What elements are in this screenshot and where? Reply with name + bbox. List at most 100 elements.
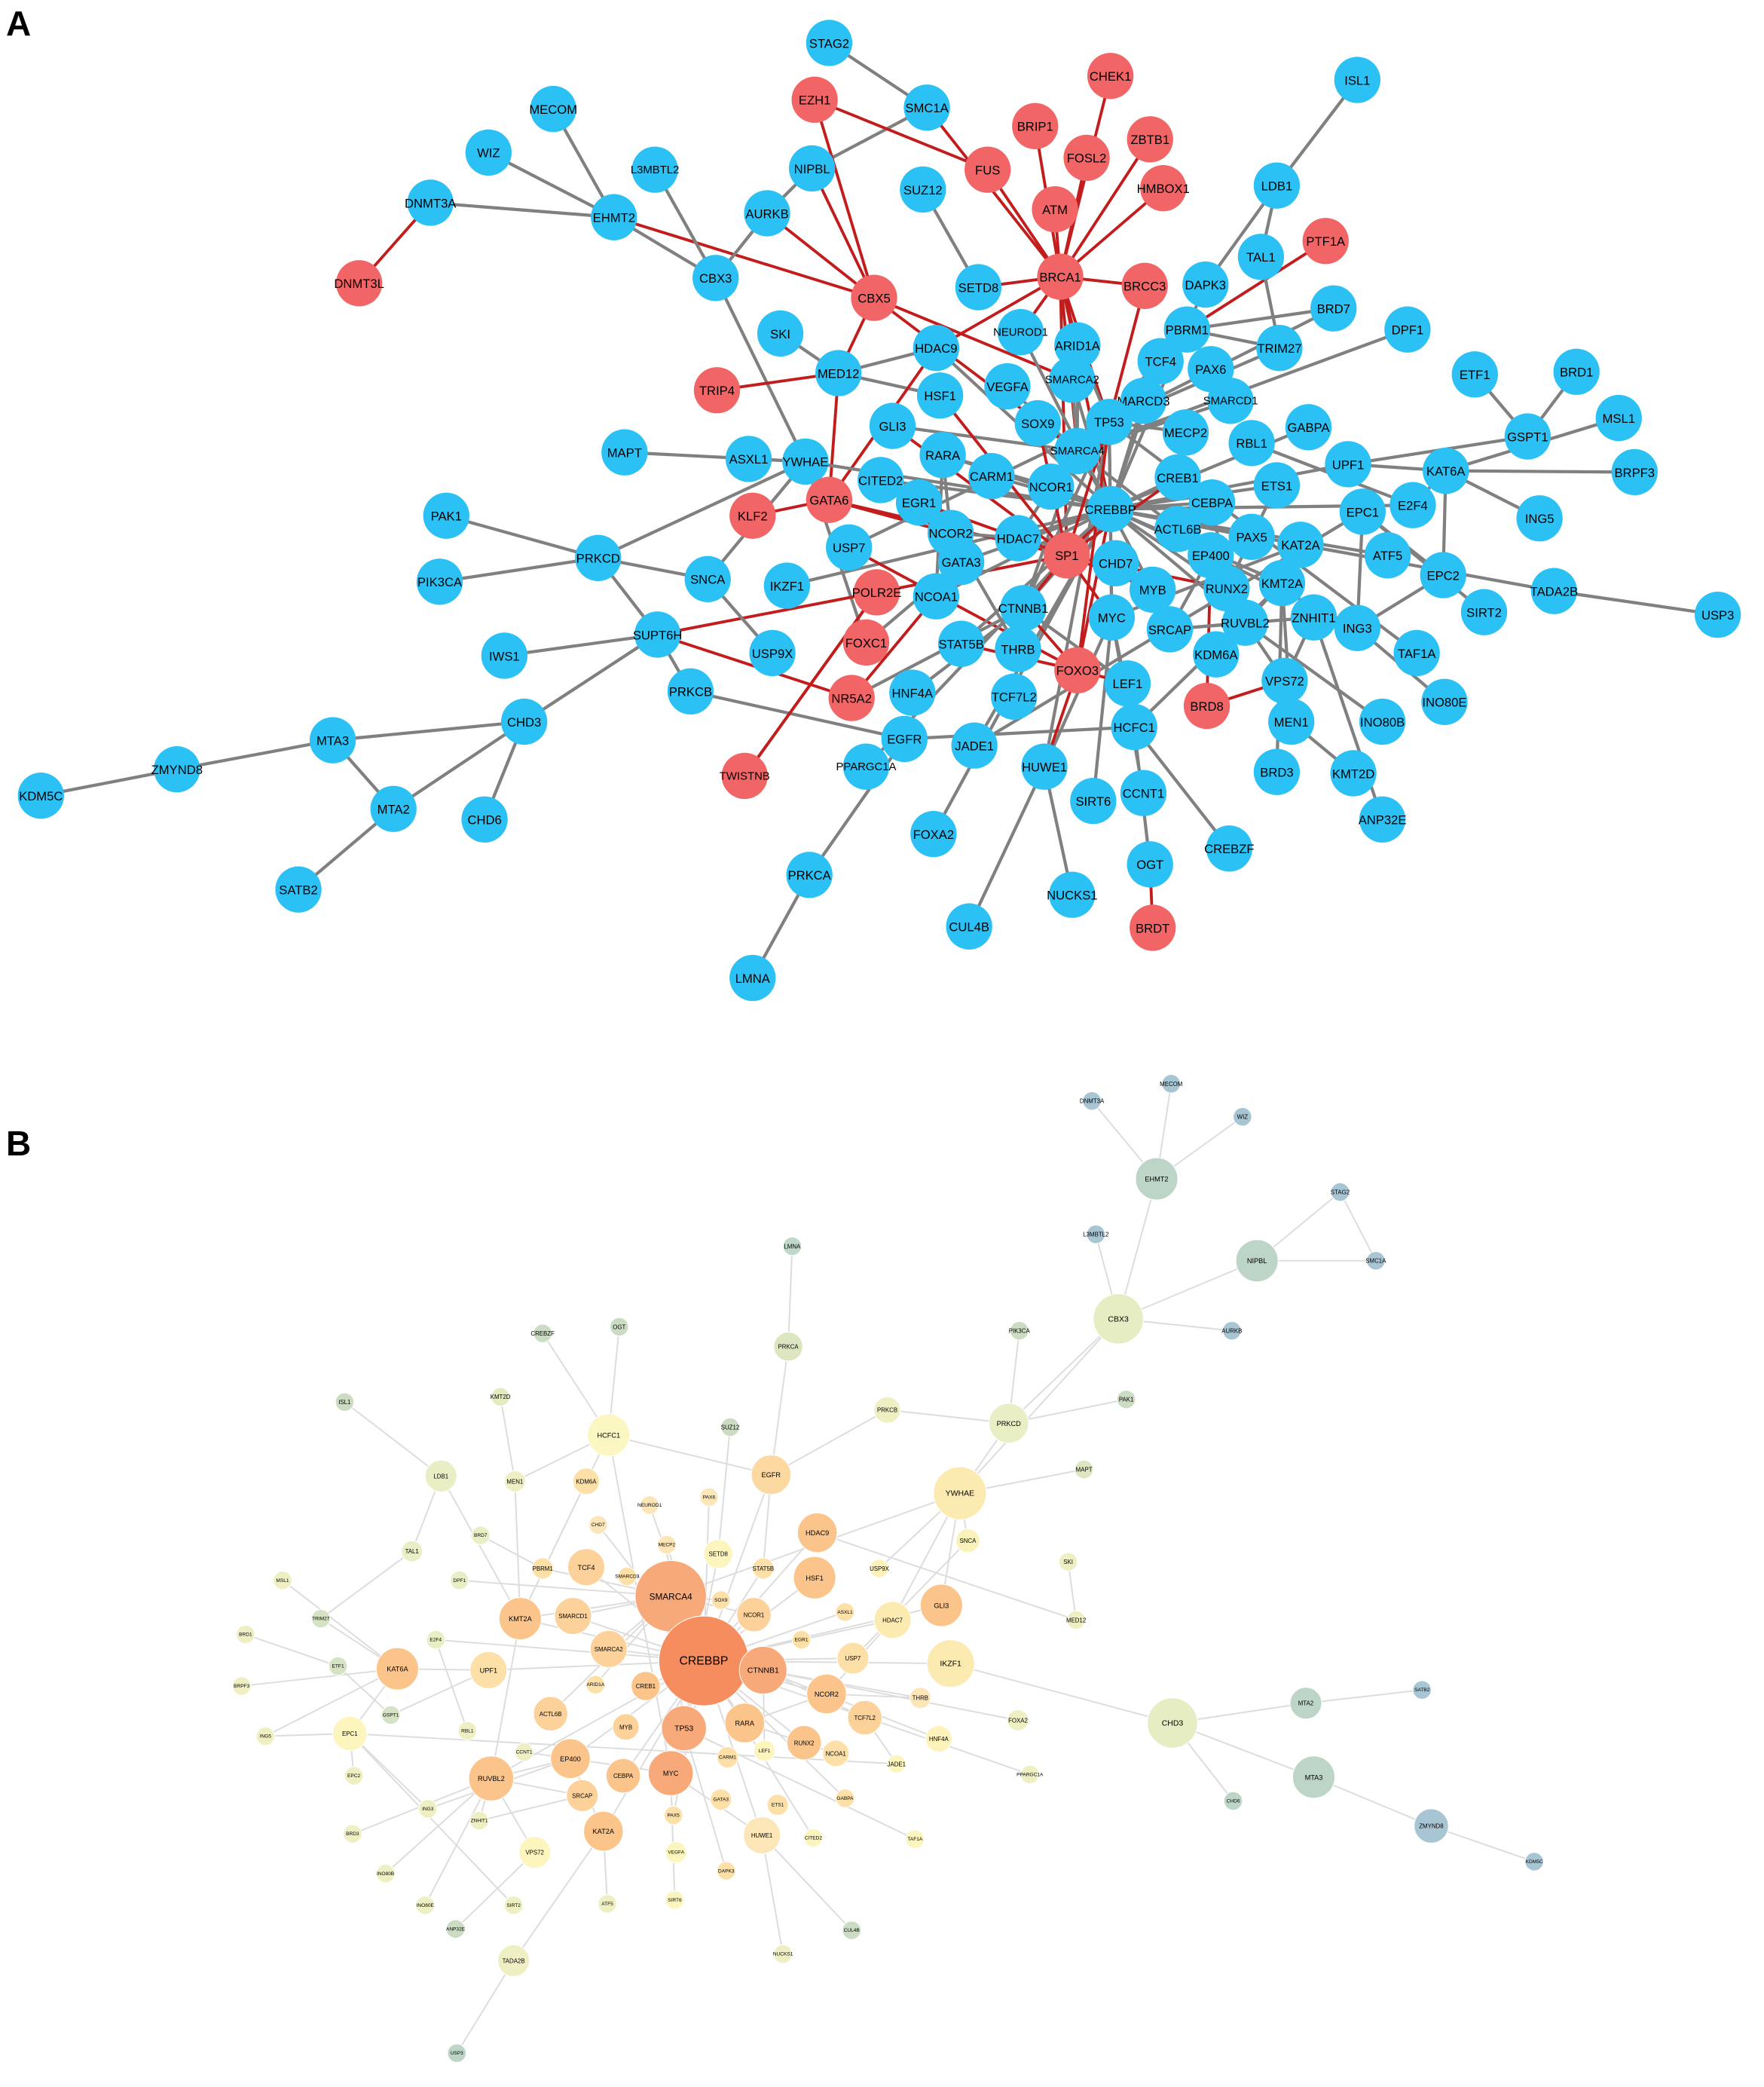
node-circle xyxy=(853,569,900,616)
node-mta3: MTA3 xyxy=(1292,1755,1336,1799)
node-label: KAT6A xyxy=(1426,464,1466,479)
node-pik3ca: PIK3CA xyxy=(416,558,463,605)
node-circle xyxy=(1054,427,1101,475)
node-carm1: CARM1 xyxy=(968,452,1015,500)
node-label: CTNNB1 xyxy=(747,1666,779,1675)
node-label: GATA6 xyxy=(809,494,848,508)
node-label: RARA xyxy=(925,448,961,463)
node-label: SMC1A xyxy=(1365,1258,1386,1265)
node-crebbp: CREBBP xyxy=(658,1615,750,1706)
node-circle xyxy=(471,1525,491,1545)
nodes-b: DNMT3A MECOM WIZ EHMT2 STAG2 L3MBTL2 NIPBL SMC1… xyxy=(231,1074,1544,2063)
node-sirt2: SIRT2 xyxy=(1460,589,1508,635)
edge-ikzf1-chd3 xyxy=(950,1663,1173,1724)
node-circle xyxy=(533,1696,568,1732)
node-mecp2: MECP2 xyxy=(657,1535,677,1555)
node-circle xyxy=(699,1487,719,1507)
node-suz12: SUZ12 xyxy=(900,166,946,213)
edge-kmt2a-men1 xyxy=(514,1481,521,1619)
edge-pbrm1-brd7 xyxy=(1186,307,1334,332)
node-label: VPS72 xyxy=(1265,675,1304,689)
node-isl1: ISL1 xyxy=(1334,57,1380,103)
node-circle xyxy=(900,166,946,213)
node-label: CHD6 xyxy=(1227,1798,1240,1804)
node-smc1a: SMC1A xyxy=(903,84,950,131)
node-circle xyxy=(815,350,862,396)
node-circle xyxy=(803,1828,824,1848)
node-nipbl: NIPBL xyxy=(788,145,836,192)
node-arid1a: ARID1A xyxy=(585,1675,606,1694)
node-cited2: CITED2 xyxy=(803,1828,824,1848)
node-brd3: BRD3 xyxy=(1253,748,1301,795)
node-foxo3: FOXO3 xyxy=(1054,647,1101,693)
node-foxa2: FOXA2 xyxy=(910,810,957,858)
node-circle xyxy=(1330,1182,1350,1202)
node-circle xyxy=(1188,479,1236,526)
node-label: PAX6 xyxy=(703,1495,716,1500)
node-wiz: WIZ xyxy=(465,129,512,176)
node-taf1a: TAF1A xyxy=(905,1829,925,1849)
node-label: MECP2 xyxy=(659,1542,676,1547)
node-circle xyxy=(1258,559,1306,607)
node-label: BRPF3 xyxy=(234,1684,250,1689)
node-label: KAT2A xyxy=(593,1828,615,1835)
node-ikzf1: IKZF1 xyxy=(926,1639,975,1688)
node-circle xyxy=(1028,464,1075,510)
node-circle xyxy=(842,1920,861,1940)
edge-dnmt3a-ehmt2 xyxy=(430,200,614,219)
node-label: MECOM xyxy=(529,103,577,117)
node-label: SMARCA4 xyxy=(1050,445,1105,457)
node-sox9: SOX9 xyxy=(1014,399,1061,447)
network-a: STAG2 EZH1 SMC1A CHEK1 ISL1 BRIP1 ZBTB1 MECOM WI… xyxy=(17,20,1741,1002)
edge-tp53-taf1a xyxy=(683,1727,916,1841)
node-circle xyxy=(17,773,64,819)
node-label: RBL1 xyxy=(1236,436,1267,451)
node-mapt: MAPT xyxy=(601,429,648,476)
node-label: KDM5C xyxy=(1526,1859,1543,1865)
node-circle xyxy=(481,632,528,679)
node-circle xyxy=(965,146,1011,193)
node-circle xyxy=(1182,261,1229,308)
node-circle xyxy=(951,722,998,769)
node-supt6h: SUPT6H xyxy=(633,611,682,658)
node-circle xyxy=(1066,1610,1086,1630)
node-vegfa: VEGFA xyxy=(665,1841,687,1864)
node-label: TADA2B xyxy=(503,1957,525,1964)
node-sox9: SOX9 xyxy=(711,1590,731,1610)
node-circle xyxy=(447,2043,467,2063)
node-e2f4: E2F4 xyxy=(426,1630,446,1650)
node-circle xyxy=(1121,262,1168,310)
node-label: LDB1 xyxy=(1261,179,1293,194)
node-label: CREBZF xyxy=(1204,842,1255,856)
edge-ino80b-ruvbl2 xyxy=(1244,621,1383,724)
node-label: BRCA1 xyxy=(1039,270,1081,284)
node-brpf3: BRPF3 xyxy=(1611,448,1658,496)
node-tal1: TAL1 xyxy=(401,1540,423,1562)
edge-ldb1-kmt2a xyxy=(440,1475,521,1620)
node-kdm6a: KDM6A xyxy=(572,1467,601,1495)
node-dnmt3l: DNMT3L xyxy=(334,260,384,307)
node-label: CTNNB1 xyxy=(998,601,1049,616)
node-tcf4: TCF4 xyxy=(1137,338,1184,384)
node-l3mbtl2: L3MBTL2 xyxy=(631,146,679,193)
node-circle xyxy=(667,668,714,715)
node-circle xyxy=(1130,566,1176,614)
node-rara: RARA xyxy=(724,1703,766,1743)
node-label: SUZ12 xyxy=(721,1424,740,1431)
node-label: PRKCA xyxy=(787,868,831,883)
node-circle xyxy=(1235,1239,1279,1283)
node-label: BRDT xyxy=(1136,921,1169,935)
node-upf1: UPF1 xyxy=(469,1651,508,1689)
node-rbl1: RBL1 xyxy=(1228,420,1275,467)
node-circle xyxy=(720,1417,740,1437)
node-hcfc1: HCFC1 xyxy=(1111,703,1157,751)
node-circle xyxy=(796,1512,838,1553)
node-circle xyxy=(791,76,838,123)
edge-supt6h-polr2e xyxy=(657,590,877,636)
node-egr1: EGR1 xyxy=(895,479,943,526)
node-label: SIRT6 xyxy=(1075,794,1111,809)
edge-usp3-tada2b xyxy=(1554,589,1718,617)
node-label: TCF4 xyxy=(578,1564,595,1571)
edge-msl1-kat6a xyxy=(282,1580,399,1669)
node-circle xyxy=(749,629,796,677)
